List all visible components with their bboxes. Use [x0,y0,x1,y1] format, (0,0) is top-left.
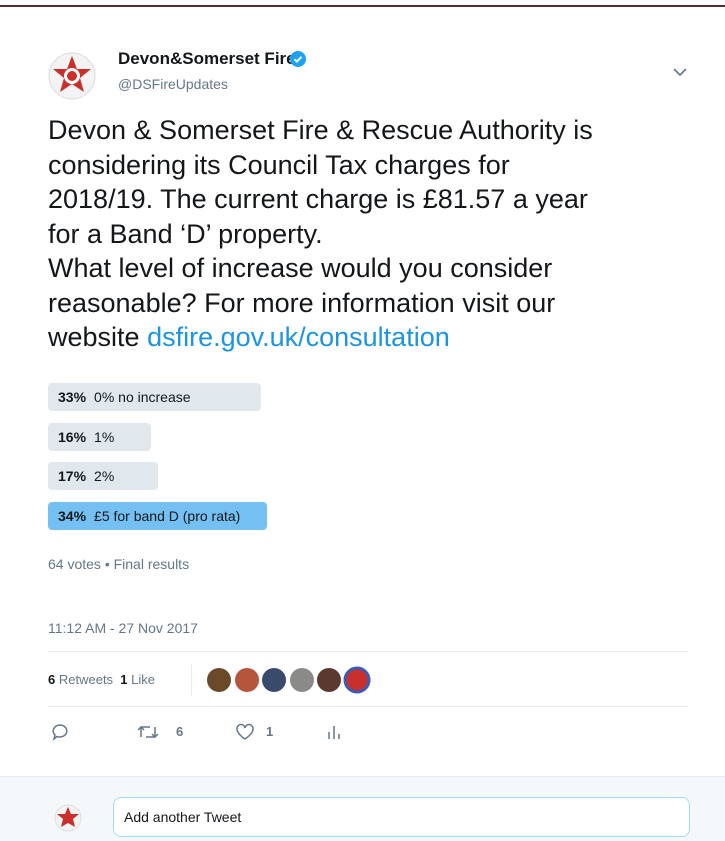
likes-label[interactable]: Like [131,672,155,687]
retweet-action-count: 6 [176,724,183,739]
text-line: for a Band ‘D’ property. [48,217,323,251]
retweets-label[interactable]: Retweets [59,672,113,687]
tweet-page: Devon&Somerset Fire @DSFireUpdates Devon… [0,0,725,841]
text-line: website dsfire.gov.uk/consultation [48,320,450,354]
analytics-icon[interactable] [326,722,342,742]
poll-label: 0% no increase [94,389,191,405]
reply-icon[interactable] [50,722,70,742]
reply-input[interactable]: Add another Tweet [113,797,690,837]
text-line: reasonable? For more information visit o… [48,286,555,320]
like-icon[interactable] [234,722,256,742]
poll-summary: 64 votes • Final results [48,556,189,572]
like-count[interactable]: 1 [120,672,127,687]
avatar [48,52,96,100]
stats-separator [191,664,192,696]
poll-label: 1% [94,429,114,445]
divider [48,651,688,652]
retweet-count[interactable]: 6 [48,672,55,687]
like-action-count: 1 [266,724,273,739]
poll-option: 17% 2% [58,462,114,490]
poll-percent: 33% [58,389,86,405]
liker-avatars [205,666,405,694]
menu-chevron[interactable] [672,66,688,78]
link[interactable]: dsfire.gov.uk/consultation [147,322,450,352]
poll-label: 2% [94,468,114,484]
poll-option: 33% 0% no increase [58,383,191,411]
stats: 6 Retweets 1 Like [48,672,155,687]
reply-avatar [54,804,82,832]
poll-percent: 34% [58,508,86,524]
author-handle[interactable]: @DSFireUpdates [118,76,228,92]
poll-percent: 17% [58,468,86,484]
verified-badge [290,51,306,67]
text-line: Devon & Somerset Fire & Rescue Authority… [48,113,593,147]
divider [48,706,688,707]
timestamp: 11:12 AM - 27 Nov 2017 [48,620,198,636]
retweet-icon[interactable] [136,722,160,742]
poll-percent: 16% [58,429,86,445]
top-edge [0,0,725,7]
poll-label: £5 for band D (pro rata) [94,508,240,524]
author-name[interactable]: Devon&Somerset Fire [118,49,296,69]
text-line: What level of increase would you conside… [48,251,552,285]
reply-placeholder: Add another Tweet [124,809,241,825]
poll-option: 34% £5 for band D (pro rata) [58,502,240,530]
poll-option: 16% 1% [58,423,114,451]
text-line: 2018/19. The current charge is £81.57 a … [48,182,588,216]
text-line: considering its Council Tax charges for [48,148,510,182]
